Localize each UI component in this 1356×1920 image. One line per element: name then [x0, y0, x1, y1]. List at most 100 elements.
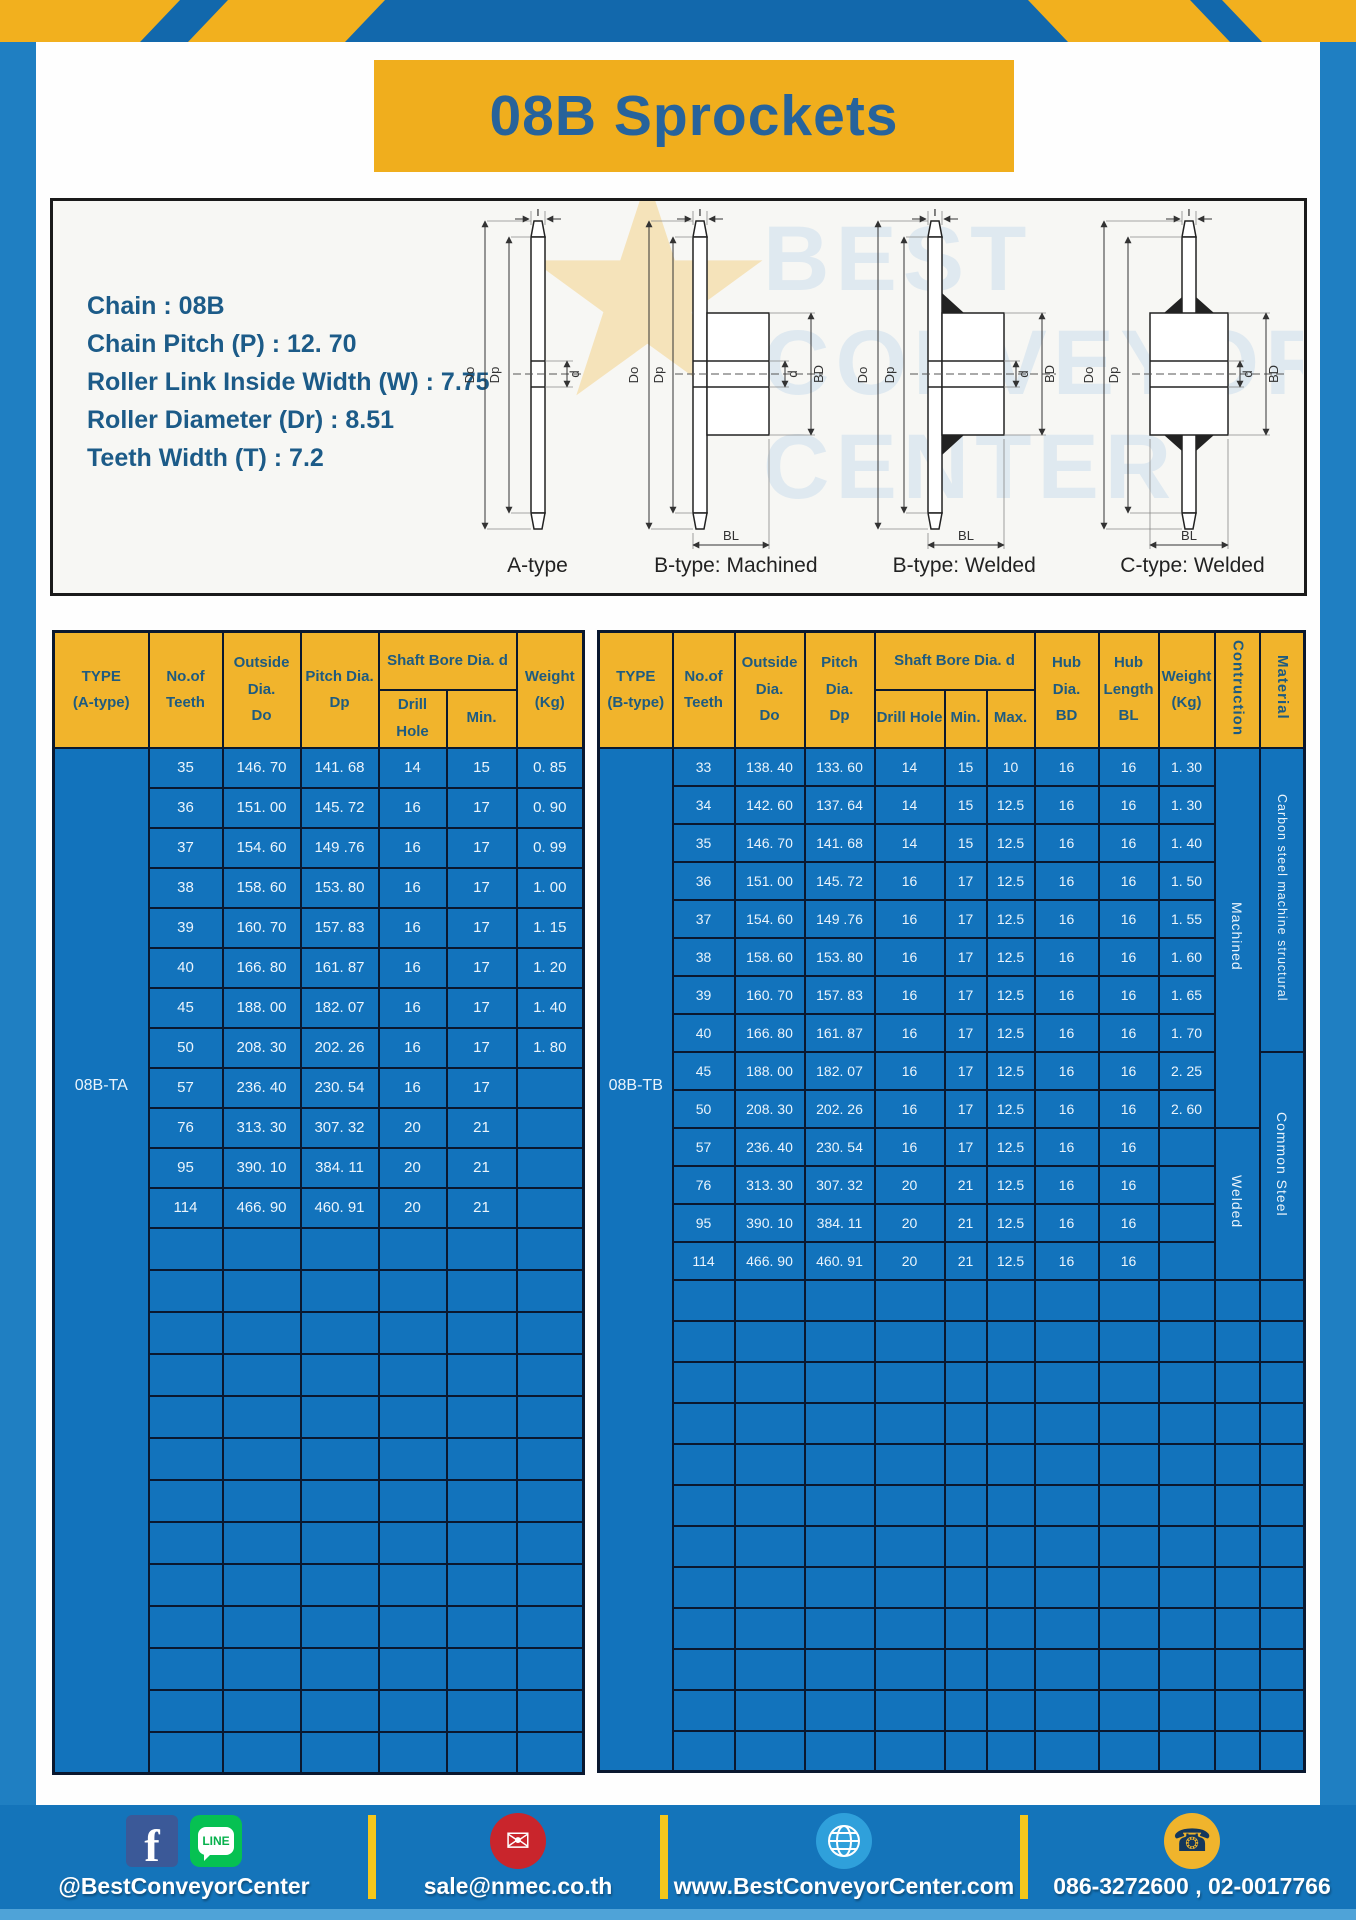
table-row — [54, 1562, 585, 1607]
empty-cell — [515, 1310, 585, 1355]
mail-icon: ✉ — [490, 1813, 546, 1869]
empty-cell — [299, 1310, 380, 1355]
empty-cell — [803, 1524, 876, 1568]
empty-cell — [147, 1226, 224, 1271]
empty-cell — [221, 1226, 302, 1271]
empty-cell — [873, 1524, 946, 1568]
empty-cell — [803, 1442, 876, 1486]
table-row: 57 236. 40 230. 54 16 17 12.5 16 16 Welded — [599, 1126, 1305, 1281]
col-header-teeth: No.of Teeth — [147, 630, 224, 749]
table-cell — [515, 1146, 585, 1189]
table-cell: 182. 07 — [299, 986, 380, 1029]
dim-label-bd: BD — [1042, 365, 1057, 383]
table-cell: 16 — [873, 1012, 946, 1053]
empty-cell — [515, 1688, 585, 1733]
table-cell — [1157, 1240, 1216, 1281]
table-cell: 313. 30 — [221, 1106, 302, 1149]
table-cell: 14 — [873, 746, 946, 787]
table-cell: 145. 72 — [299, 786, 380, 829]
table-row — [54, 1436, 585, 1481]
table-cell: 16 — [1033, 1202, 1100, 1243]
empty-cell — [985, 1401, 1036, 1445]
table-row — [54, 1730, 585, 1775]
table-cell: 16 — [1097, 1164, 1160, 1205]
table-cell: 460. 91 — [803, 1240, 876, 1281]
empty-cell — [147, 1520, 224, 1565]
table-cell: 1. 30 — [1157, 746, 1216, 787]
footer-icons: f LINE — [126, 1812, 242, 1870]
empty-cell — [733, 1401, 806, 1445]
table-cell: 57 — [671, 1126, 736, 1167]
empty-cell — [803, 1565, 876, 1609]
empty-cell — [1258, 1606, 1306, 1650]
empty-cell — [671, 1729, 736, 1773]
table-cell: 14 — [873, 822, 946, 863]
table-row — [599, 1442, 1306, 1486]
empty-cell — [733, 1483, 806, 1527]
empty-cell — [671, 1688, 736, 1732]
table-row: 38 158. 60 153. 80 16 17 12.5 16 16 1. 60 — [599, 936, 1305, 977]
spec-diagram-panel: ★ BEST CONVEYOR CENTER Chain : 08B Chain… — [50, 198, 1307, 596]
empty-cell — [147, 1352, 224, 1397]
table-cell: 16 — [1033, 860, 1100, 901]
empty-cell — [943, 1319, 988, 1363]
empty-cell — [445, 1604, 518, 1649]
empty-cell — [377, 1688, 448, 1733]
table-cell: 16 — [873, 1088, 946, 1129]
dim-label-d: d — [785, 370, 800, 377]
table-row: 36 151. 00 145. 72 16 17 0. 90 — [54, 786, 585, 829]
empty-cell — [1097, 1401, 1160, 1445]
table-cell: 17 — [943, 898, 988, 939]
table-cell: 16 — [377, 986, 448, 1029]
empty-cell — [733, 1688, 806, 1732]
empty-cell — [147, 1394, 224, 1439]
table-cell: 202. 26 — [299, 1026, 380, 1069]
table-cell: 15 — [943, 784, 988, 825]
col-header-min: Min. — [943, 688, 988, 749]
dim-label-dp: Dp — [487, 367, 502, 384]
table-cell: 166. 80 — [221, 946, 302, 989]
empty-cell — [671, 1278, 736, 1322]
empty-cell — [1213, 1524, 1261, 1568]
diagram-label: C-type: Welded — [1120, 554, 1265, 577]
table-cell: 95 — [147, 1146, 224, 1189]
table-cell: 76 — [147, 1106, 224, 1149]
empty-cell — [985, 1688, 1036, 1732]
table-cell: 12.5 — [985, 936, 1036, 977]
table-cell: 138. 40 — [733, 746, 806, 787]
empty-cell — [299, 1268, 380, 1313]
empty-cell — [377, 1520, 448, 1565]
empty-cell — [147, 1436, 224, 1481]
empty-cell — [377, 1604, 448, 1649]
empty-cell — [445, 1562, 518, 1607]
col-header-shaft-bore: Shaft Bore Dia. d — [873, 630, 1036, 691]
table-cell: 12.5 — [985, 974, 1036, 1015]
empty-cell — [299, 1352, 380, 1397]
spec-line: Roller Link Inside Width (W) : 7.75 — [87, 368, 490, 396]
empty-cell — [1033, 1442, 1100, 1486]
table-cell: 17 — [445, 946, 518, 989]
empty-cell — [147, 1268, 224, 1313]
table-cell: 153. 80 — [803, 936, 876, 977]
col-header-type: TYPE (B-type) — [597, 630, 674, 749]
table-cell: 158. 60 — [733, 936, 806, 977]
diagram-b-welded: T Do Dp d BD BL B-type: Welded — [852, 209, 1077, 593]
empty-cell — [515, 1562, 585, 1607]
empty-cell — [1097, 1729, 1160, 1773]
table-cell: 15 — [943, 746, 988, 787]
globe-icon — [816, 1813, 872, 1869]
col-header-hub-dia: Hub Dia. BD — [1033, 630, 1100, 749]
footer-social-section: f LINE @BestConveyorCenter — [0, 1805, 368, 1920]
empty-cell — [873, 1278, 946, 1322]
table-cell: 1. 65 — [1157, 974, 1216, 1015]
table-cell: 1. 30 — [1157, 784, 1216, 825]
empty-cell — [221, 1436, 302, 1481]
table-row — [599, 1565, 1306, 1609]
table-row — [599, 1278, 1306, 1322]
empty-cell — [873, 1442, 946, 1486]
col-header-min: Min. — [445, 688, 518, 749]
empty-cell — [733, 1319, 806, 1363]
table-cell: 17 — [943, 1050, 988, 1091]
table-cell: 16 — [1033, 936, 1100, 977]
empty-cell — [1258, 1565, 1306, 1609]
